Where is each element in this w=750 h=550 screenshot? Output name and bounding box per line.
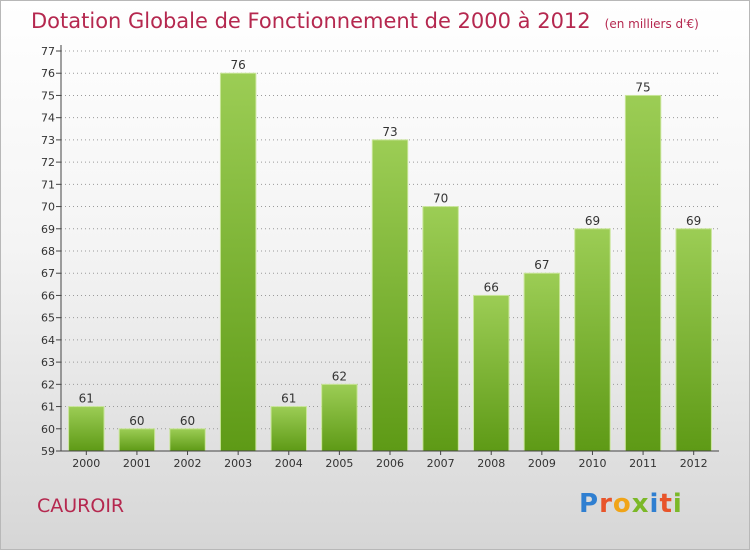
- bars: 61 60 60 76 61 62 73 70 66 67 69 75 69: [68, 58, 712, 452]
- bar-value-label: 60: [129, 414, 144, 428]
- y-tick-label: 67: [41, 267, 55, 280]
- y-tick-label: 71: [41, 178, 55, 191]
- bar-value-label: 67: [534, 258, 549, 272]
- x-tick-label: 2012: [680, 457, 708, 470]
- bar: [422, 206, 459, 452]
- chart-unit: (en milliers d'€): [604, 17, 699, 31]
- bar-value-label: 69: [585, 214, 600, 228]
- bar: [371, 139, 409, 452]
- bar-value-label: 60: [180, 414, 195, 428]
- bar: [219, 72, 257, 452]
- x-tick-label: 2001: [123, 457, 151, 470]
- x-tick-label: 2003: [224, 457, 252, 470]
- logo-letter: P: [579, 489, 600, 519]
- bar: [68, 406, 105, 452]
- y-tick-label: 59: [41, 445, 55, 458]
- bar-value-label: 69: [686, 214, 701, 228]
- y-tick-label: 60: [41, 423, 55, 436]
- y-tick-label: 77: [41, 45, 55, 58]
- y-tick-label: 64: [41, 334, 55, 347]
- x-tick-label: 2008: [477, 457, 505, 470]
- x-tick-label: 2005: [325, 457, 353, 470]
- bar: [321, 383, 358, 452]
- bar-value-label: 66: [484, 280, 499, 294]
- bar: [118, 428, 156, 452]
- y-tick-label: 61: [41, 401, 55, 414]
- bar: [270, 406, 307, 452]
- logo-letter: o: [612, 489, 632, 519]
- x-tick-label: 2004: [275, 457, 303, 470]
- bar: [169, 428, 206, 452]
- bar: [624, 94, 662, 452]
- y-tick-label: 70: [41, 201, 55, 214]
- y-tick-label: 63: [41, 356, 55, 369]
- x-tick-label: 2011: [629, 457, 657, 470]
- bar-value-label: 73: [382, 125, 397, 139]
- logo-letter: i: [672, 489, 683, 519]
- x-tick-label: 2002: [174, 457, 202, 470]
- bar-value-label: 70: [433, 192, 448, 206]
- y-tick-label: 66: [41, 289, 55, 302]
- y-tick-label: 69: [41, 223, 55, 236]
- y-tick-label: 73: [41, 134, 55, 147]
- logo-letter: i: [649, 489, 660, 519]
- bar: [574, 228, 611, 452]
- place-name: CAUROIR: [37, 495, 125, 517]
- x-tick-label: 2007: [427, 457, 455, 470]
- y-tick-label: 75: [41, 89, 55, 102]
- bar-value-label: 61: [79, 392, 94, 406]
- logo-letter: x: [631, 489, 650, 519]
- x-axis: 2000 2001 2002 2003 2004 2005 2006 2007 2008 2009…: [61, 450, 719, 470]
- proxiti-logo[interactable]: Proxiti: [579, 489, 683, 519]
- y-tick-label: 68: [41, 245, 55, 258]
- x-tick-label: 2010: [578, 457, 606, 470]
- y-tick-label: 65: [41, 312, 55, 325]
- chart-title-text: Dotation Globale de Fonctionnement de 20…: [31, 9, 591, 33]
- y-tick-label: 76: [41, 67, 55, 80]
- x-tick-label: 2000: [72, 457, 100, 470]
- bar: [675, 228, 712, 452]
- bar-value-label: 76: [231, 58, 246, 72]
- logo-letter: r: [599, 489, 613, 519]
- y-tick-label: 72: [41, 156, 55, 169]
- bar: [523, 272, 561, 452]
- bar: [473, 294, 510, 452]
- bar-value-label: 75: [635, 80, 650, 94]
- y-tick-label: 62: [41, 378, 55, 391]
- bar-value-label: 61: [281, 392, 296, 406]
- y-tick-label: 74: [41, 112, 55, 125]
- bar-value-label: 62: [332, 369, 347, 383]
- x-tick-label: 2006: [376, 457, 404, 470]
- logo-letter: t: [659, 489, 673, 519]
- y-axis: 59 60 61 62 63 64 65 66 67 68 69 70 71 72 73 74 75 76 77: [41, 45, 62, 458]
- x-tick-label: 2009: [528, 457, 556, 470]
- chart-title: Dotation Globale de Fonctionnement de 20…: [31, 9, 699, 33]
